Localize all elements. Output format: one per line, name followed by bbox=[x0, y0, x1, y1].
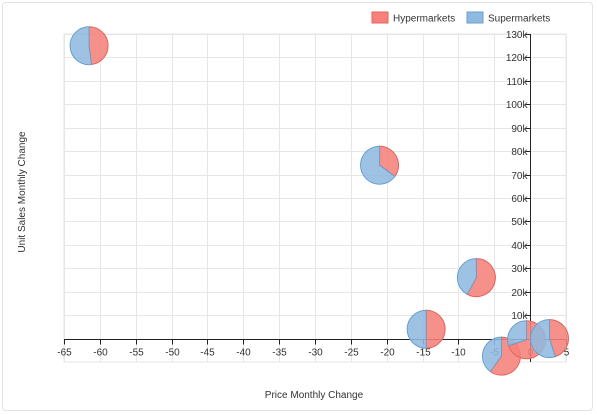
y-tick-label: 120k bbox=[506, 53, 529, 64]
legend-swatch-supermarkets[interactable] bbox=[467, 12, 483, 23]
x-tick-label: -40 bbox=[236, 348, 251, 359]
x-tick-label: -65 bbox=[57, 348, 72, 359]
y-tick-label: 20k bbox=[511, 288, 528, 299]
pies bbox=[70, 27, 568, 375]
x-tick-label: -10 bbox=[451, 348, 466, 359]
pie-slice-hypermarkets[interactable] bbox=[89, 27, 108, 65]
legend-label-hypermarkets[interactable]: Hypermarkets bbox=[393, 14, 455, 25]
x-tick-label: -60 bbox=[93, 348, 108, 359]
y-tick-label: 80k bbox=[511, 147, 528, 158]
pie-marker[interactable] bbox=[407, 310, 445, 348]
x-tick-label: -55 bbox=[129, 348, 144, 359]
axes: -65-60-55-50-45-40-35-30-25-20-15-10-505… bbox=[57, 30, 569, 362]
legend[interactable]: Hypermarkets Supermarkets bbox=[372, 12, 550, 25]
y-tick-label: 60k bbox=[511, 194, 528, 205]
pie-slice-supermarkets[interactable] bbox=[70, 27, 91, 65]
x-tick-label: -50 bbox=[165, 348, 180, 359]
y-tick-label: 130k bbox=[506, 30, 529, 41]
x-tick-label: -20 bbox=[380, 348, 395, 359]
x-tick-label: -15 bbox=[416, 348, 431, 359]
legend-label-supermarkets[interactable]: Supermarkets bbox=[488, 14, 550, 25]
pie-marker[interactable] bbox=[70, 27, 108, 65]
y-tick-label: 110k bbox=[507, 77, 529, 88]
grid bbox=[64, 34, 567, 362]
x-tick-label: -25 bbox=[344, 348, 359, 359]
x-tick-label: -35 bbox=[272, 348, 287, 359]
x-tick-label: -30 bbox=[308, 348, 323, 359]
y-tick-label: 90k bbox=[511, 124, 528, 135]
pie-marker[interactable] bbox=[361, 146, 399, 184]
x-axis-title: Price Monthly Change bbox=[265, 390, 364, 401]
pie-marker[interactable] bbox=[457, 259, 495, 297]
y-tick-label: 50k bbox=[511, 217, 528, 228]
y-tick-label: 70k bbox=[511, 171, 528, 182]
legend-swatch-hypermarkets[interactable] bbox=[372, 12, 388, 23]
y-tick-label: 40k bbox=[511, 241, 528, 252]
y-axis-title: Unit Sales Monthly Change bbox=[17, 131, 28, 253]
y-tick-label: 30k bbox=[511, 264, 528, 275]
y-tick-label: 100k bbox=[506, 100, 529, 111]
pie-marker[interactable] bbox=[531, 320, 569, 358]
x-tick-label: -45 bbox=[200, 348, 215, 359]
